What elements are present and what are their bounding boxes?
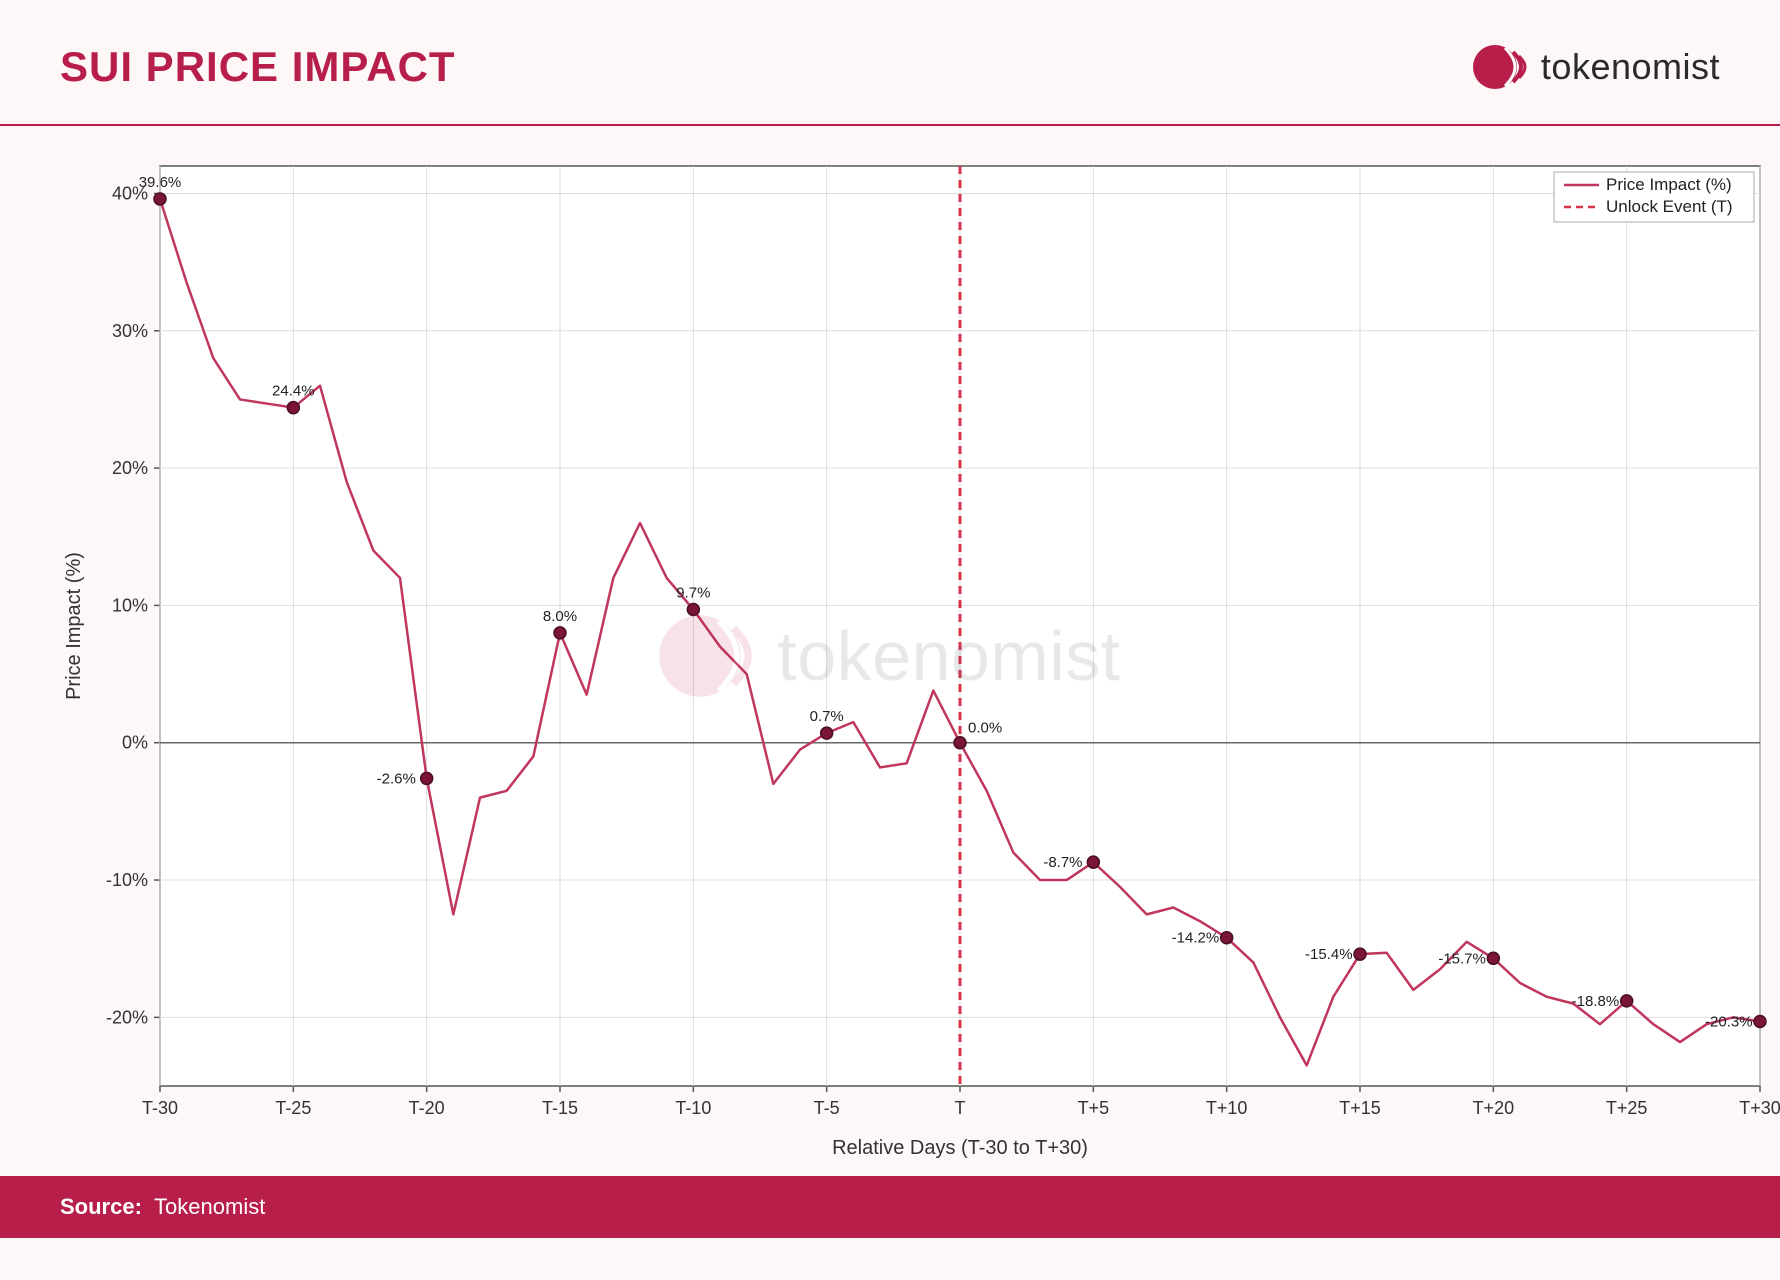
svg-text:9.7%: 9.7% (676, 585, 710, 602)
svg-text:-8.7%: -8.7% (1043, 854, 1082, 871)
source-label: Source: (60, 1194, 142, 1219)
price-impact-chart: -20%-10%0%10%20%30%40%T-30T-25T-20T-15T-… (50, 146, 1780, 1166)
svg-text:T+15: T+15 (1339, 1098, 1381, 1118)
svg-text:T-15: T-15 (542, 1098, 578, 1118)
tokenomist-icon (1473, 40, 1527, 94)
source-value: Tokenomist (154, 1194, 265, 1219)
svg-text:10%: 10% (112, 595, 148, 615)
brand-name: tokenomist (1541, 46, 1720, 88)
svg-text:T: T (955, 1098, 966, 1118)
svg-text:0.7%: 0.7% (810, 708, 844, 725)
svg-text:-10%: -10% (106, 870, 148, 890)
svg-text:T-25: T-25 (275, 1098, 311, 1118)
svg-text:Price Impact (%): Price Impact (%) (63, 552, 85, 700)
svg-text:Unlock Event (T): Unlock Event (T) (1606, 197, 1733, 216)
svg-text:Relative Days (T-30 to T+30): Relative Days (T-30 to T+30) (832, 1137, 1088, 1159)
svg-text:Price Impact (%): Price Impact (%) (1606, 175, 1732, 194)
svg-text:T+10: T+10 (1206, 1098, 1248, 1118)
svg-text:-15.4%: -15.4% (1305, 946, 1353, 963)
svg-text:T+5: T+5 (1078, 1098, 1110, 1118)
svg-text:T-30: T-30 (142, 1098, 178, 1118)
svg-text:T+25: T+25 (1606, 1098, 1648, 1118)
svg-text:0%: 0% (122, 733, 148, 753)
svg-text:-14.2%: -14.2% (1172, 930, 1220, 947)
svg-text:8.0%: 8.0% (543, 608, 577, 625)
svg-text:0.0%: 0.0% (968, 720, 1002, 737)
svg-text:-20.3%: -20.3% (1705, 1013, 1753, 1030)
svg-text:39.6%: 39.6% (139, 174, 182, 191)
svg-text:-15.7%: -15.7% (1438, 950, 1486, 967)
svg-text:T-10: T-10 (675, 1098, 711, 1118)
svg-text:T+30: T+30 (1739, 1098, 1780, 1118)
svg-text:30%: 30% (112, 321, 148, 341)
svg-text:24.4%: 24.4% (272, 383, 315, 400)
svg-text:T+20: T+20 (1473, 1098, 1515, 1118)
svg-text:T-5: T-5 (814, 1098, 840, 1118)
svg-text:-18.8%: -18.8% (1572, 993, 1620, 1010)
header: SUI PRICE IMPACT tokenomist (0, 0, 1780, 124)
svg-text:T-20: T-20 (409, 1098, 445, 1118)
svg-text:20%: 20% (112, 458, 148, 478)
svg-text:-20%: -20% (106, 1007, 148, 1027)
header-divider (0, 124, 1780, 126)
brand-logo: tokenomist (1473, 40, 1720, 94)
page-title: SUI PRICE IMPACT (60, 43, 456, 91)
chart-container: -20%-10%0%10%20%30%40%T-30T-25T-20T-15T-… (0, 146, 1780, 1176)
svg-text:-2.6%: -2.6% (377, 770, 416, 787)
footer-bar: Source: Tokenomist (0, 1176, 1780, 1238)
